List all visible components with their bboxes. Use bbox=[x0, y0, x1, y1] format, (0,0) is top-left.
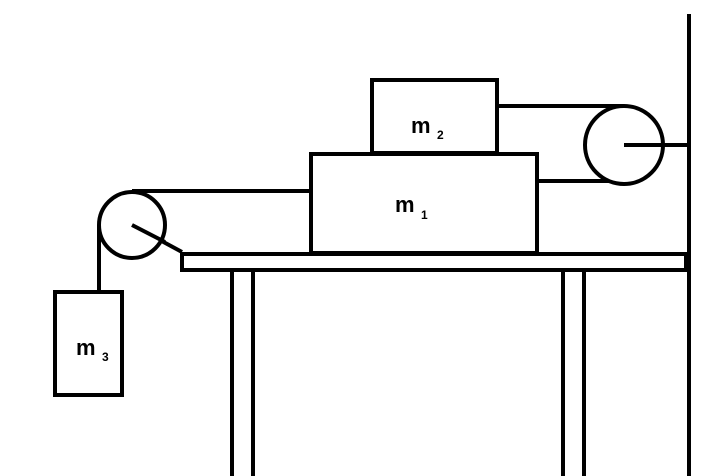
block-m3-body bbox=[53, 290, 124, 397]
table-top bbox=[180, 252, 688, 272]
table-leg-right bbox=[561, 268, 586, 476]
block-m3-subscript: 3 bbox=[102, 350, 109, 364]
block-m1-body bbox=[309, 152, 539, 255]
block-m1-subscript: 1 bbox=[421, 208, 428, 222]
block-m2-label: m bbox=[411, 113, 431, 138]
left-pulley-axle bbox=[131, 223, 166, 244]
block-m3: m 3 bbox=[53, 290, 124, 397]
block-m1: m 1 bbox=[309, 152, 539, 255]
block-m2-body bbox=[370, 78, 499, 155]
table-leg-left bbox=[230, 268, 255, 476]
block-m1-label: m bbox=[395, 192, 415, 217]
block-m2-subscript: 2 bbox=[437, 128, 444, 142]
block-m3-label: m bbox=[76, 335, 96, 360]
block-m2: m 2 bbox=[370, 78, 499, 155]
